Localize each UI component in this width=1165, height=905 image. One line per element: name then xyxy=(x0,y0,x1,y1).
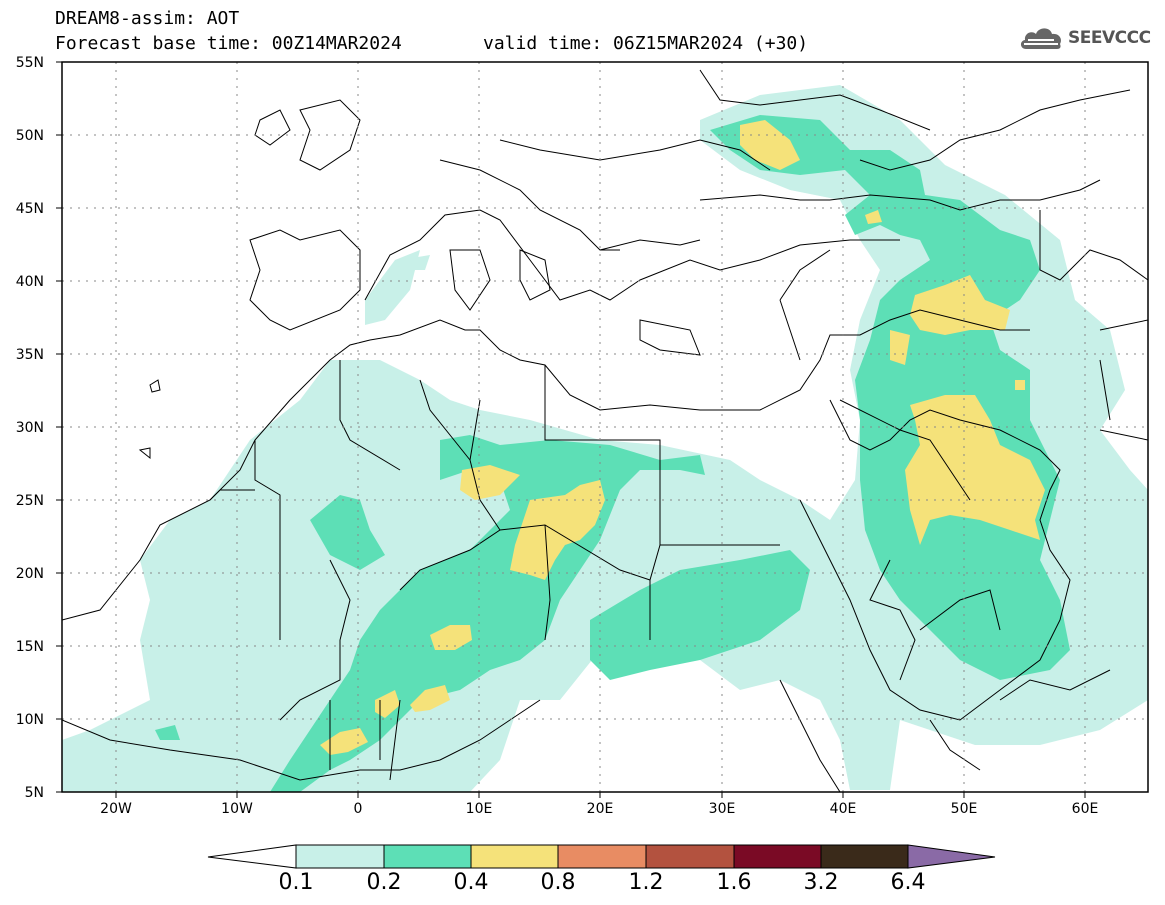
colorbar-swatch xyxy=(295,844,385,869)
lat-label: 5N xyxy=(25,785,44,801)
lat-label: 35N xyxy=(16,347,44,363)
lon-label: 30E xyxy=(709,801,736,817)
colorbar-swatch xyxy=(557,844,647,869)
aot-level-0.1 xyxy=(62,85,1148,792)
lon-label: 0 xyxy=(354,801,363,817)
axis-ticks xyxy=(56,61,1086,798)
lon-label: 20E xyxy=(587,801,614,817)
lat-label: 30N xyxy=(16,420,44,436)
aot-level-0.4 xyxy=(320,120,1045,755)
colorbar-high-arrow xyxy=(907,844,996,869)
cloud-logo-icon xyxy=(1020,28,1062,49)
valid-time: valid time: 06Z15MAR2024 (+30) xyxy=(483,33,809,54)
colorbar-label: 0.1 xyxy=(278,870,314,895)
map-title: DREAM8-assim: AOT xyxy=(55,8,240,29)
colorbar xyxy=(207,844,996,869)
colorbar-swatch xyxy=(470,844,559,869)
grid xyxy=(62,62,1148,792)
lat-label: 10N xyxy=(16,712,44,728)
lon-label: 50E xyxy=(951,801,978,817)
lat-label: 50N xyxy=(16,128,44,144)
lon-label: 60E xyxy=(1072,801,1099,817)
forecast-base-time: Forecast base time: 00Z14MAR2024 xyxy=(55,33,402,54)
lat-label: 15N xyxy=(16,639,44,655)
lat-label: 25N xyxy=(16,493,44,509)
lat-label: 20N xyxy=(16,566,44,582)
colorbar-label: 0.8 xyxy=(540,870,576,895)
lon-label: 20W xyxy=(100,801,132,817)
colorbar-swatch xyxy=(645,844,735,869)
lon-label: 10E xyxy=(466,801,493,817)
colorbar-label: 0.2 xyxy=(366,870,402,895)
colorbar-label: 3.2 xyxy=(803,870,839,895)
aot-field xyxy=(62,62,1148,792)
lat-label: 45N xyxy=(16,201,44,217)
lat-label: 55N xyxy=(16,55,44,71)
colorbar-swatch xyxy=(733,844,822,869)
lon-label: 40E xyxy=(830,801,857,817)
colorbar-label: 1.2 xyxy=(628,870,664,895)
lat-label: 40N xyxy=(16,274,44,290)
lon-labels: 20W 10W 0 10E 20E 30E 40E 50E 60E xyxy=(100,801,1098,817)
coastlines xyxy=(62,69,1148,792)
colorbar-label: 1.6 xyxy=(716,870,752,895)
colorbar-swatch xyxy=(383,844,472,869)
lon-label: 10W xyxy=(221,801,253,817)
colorbar-swatch xyxy=(820,844,909,869)
colorbar-label: 0.4 xyxy=(453,870,489,895)
colorbar-low-arrow xyxy=(207,844,297,869)
seevccc-logo: SEEVCCC xyxy=(1018,22,1151,54)
logo-text: SEEVCCC xyxy=(1068,28,1151,48)
colorbar-label: 6.4 xyxy=(890,870,926,895)
lat-labels: 55N 50N 45N 40N 35N 30N 25N 20N 15N 10N … xyxy=(16,55,44,801)
